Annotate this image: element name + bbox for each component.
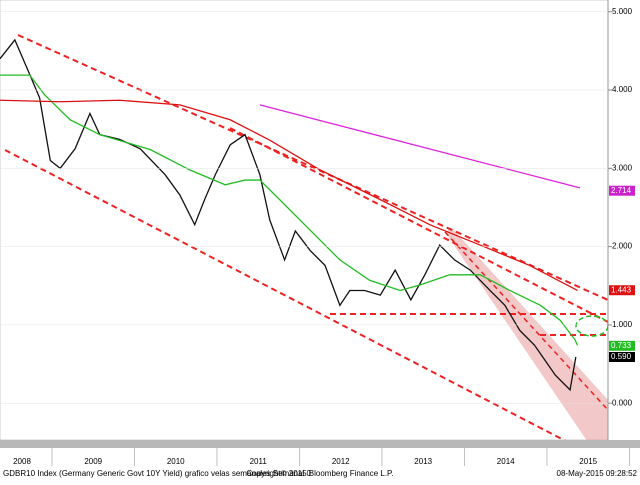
value-tag: [609, 352, 635, 363]
footer-center: Copyright© 2015 Bloomberg Finance L.P.: [246, 469, 393, 478]
value-tag: [609, 185, 635, 196]
value-tag: [609, 340, 635, 351]
x-tick-label: 2010: [167, 457, 185, 466]
value-tag-label: 0.590: [611, 352, 632, 361]
value-tag-label: 0.733: [611, 341, 632, 350]
y-tick-label: 1.000: [612, 320, 633, 329]
footer-right: 08-May-2015 09:28:52: [557, 469, 638, 478]
x-tick-label: 2012: [332, 457, 350, 466]
y-tick-label: 3.000: [612, 163, 633, 172]
x-tick-label: 2008: [13, 457, 31, 466]
y-tick-label: 4.000: [612, 85, 633, 94]
trend-line: [444, 231, 608, 411]
trend-line: [229, 127, 608, 323]
trend-line: [4, 149, 566, 440]
x-tick-label: 2011: [250, 457, 268, 466]
trend-line: [17, 34, 608, 301]
value-tag-label: 1.443: [611, 285, 632, 294]
x-tick-label: 2015: [579, 457, 597, 466]
highlight-ellipse: [575, 315, 608, 337]
value-tag-label: 2.714: [611, 186, 632, 195]
plot-area: [0, 0, 609, 441]
x-tick-label: 2014: [497, 457, 515, 466]
x-tick-label: 2013: [414, 457, 432, 466]
series-line: [0, 74, 579, 346]
y-tick-label: 0.000: [612, 398, 633, 407]
axis-band: [0, 440, 640, 448]
y-tick-label: 5.000: [612, 7, 633, 16]
x-tick-label: 2009: [84, 457, 102, 466]
series-line: [0, 38, 577, 392]
y-tick-label: 2.000: [612, 242, 633, 251]
series-line: [0, 99, 578, 292]
value-tag: [609, 285, 635, 296]
series-layer: [0, 38, 581, 392]
footer-left: GDBR10 Index (Germany Generic Govt 10Y Y…: [3, 469, 312, 478]
series-line: [259, 104, 581, 189]
